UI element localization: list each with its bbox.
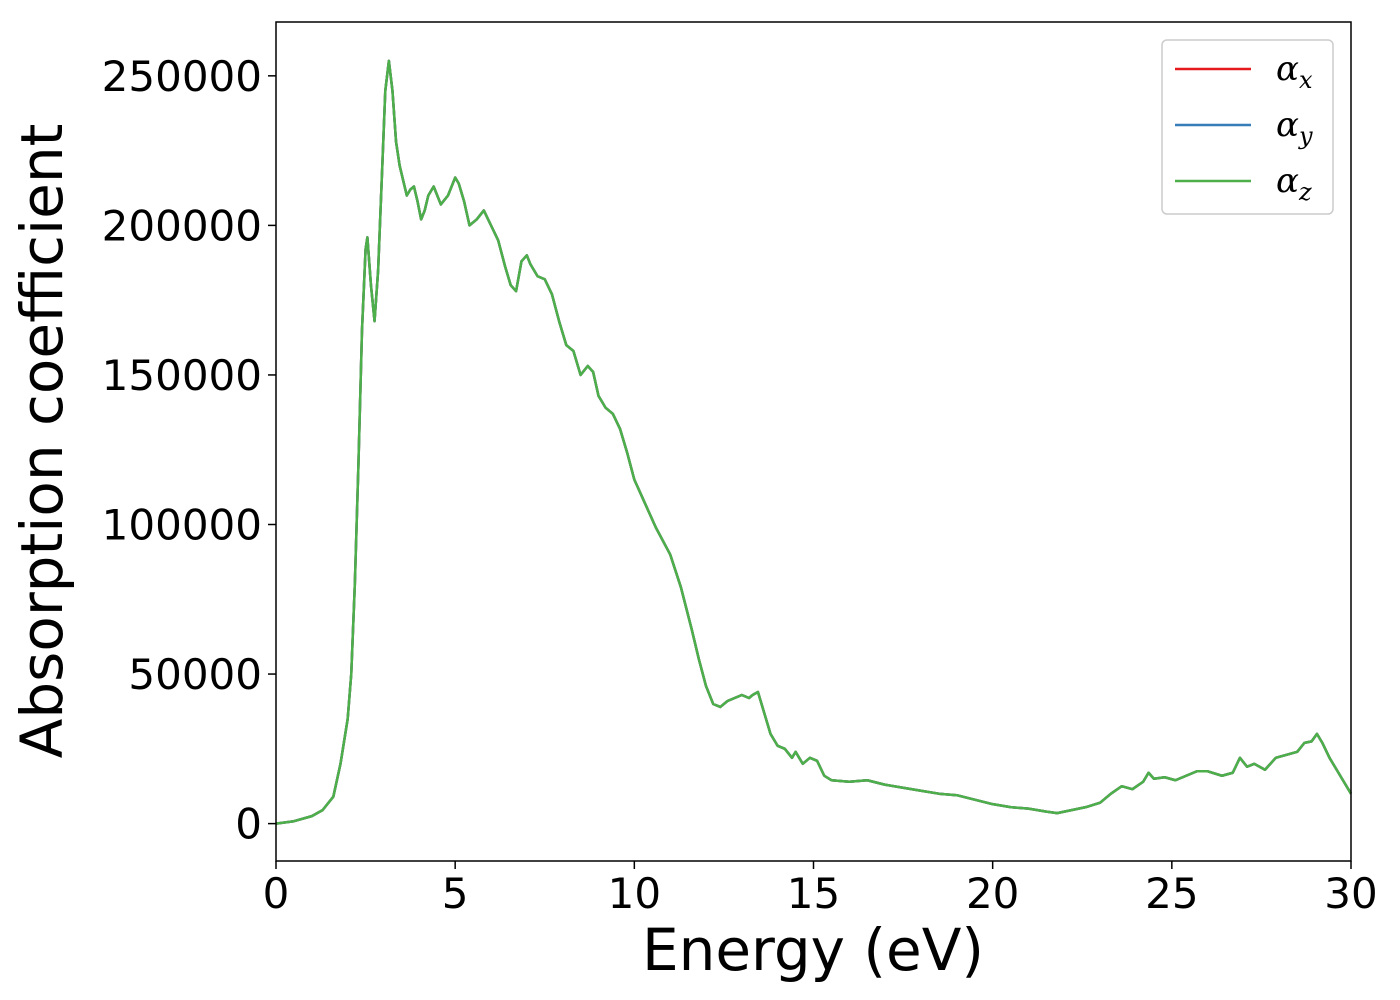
legend-entries: αx αy αz xyxy=(1175,49,1313,206)
y-tick-label: 200000 xyxy=(102,201,262,250)
y-axis-label: Absorption coefficient xyxy=(8,124,76,759)
x-tick-label: 10 xyxy=(608,869,661,918)
x-tick-label: 20 xyxy=(966,869,1019,918)
x-tick-label: 15 xyxy=(787,869,840,918)
legend-box xyxy=(1161,39,1334,215)
y-tick-label: 50000 xyxy=(128,650,262,699)
y-tick-label: 150000 xyxy=(102,351,262,400)
y-tick-label: 100000 xyxy=(102,501,262,550)
x-tick-label: 5 xyxy=(442,869,469,918)
y-tick-label: 0 xyxy=(235,800,262,849)
y-axis-ticks: 0 50000 100000 150000 200000 250000 xyxy=(102,52,276,849)
x-axis-ticks: 0 5 10 15 20 25 30 xyxy=(263,861,1378,918)
legend-label-2: αz xyxy=(1276,161,1312,206)
y-tick-label: 250000 xyxy=(102,52,262,101)
x-tick-label: 30 xyxy=(1324,869,1377,918)
series-line-2 xyxy=(275,59,1353,825)
legend: αx αy αz xyxy=(1161,39,1334,215)
x-axis-label: Energy (eV) xyxy=(642,916,984,984)
series-layer xyxy=(275,59,1353,825)
x-tick-label: 25 xyxy=(1145,869,1198,918)
legend-label-0: αx xyxy=(1276,49,1313,94)
x-tick-label: 0 xyxy=(263,869,290,918)
legend-label-1: αy xyxy=(1276,105,1313,150)
